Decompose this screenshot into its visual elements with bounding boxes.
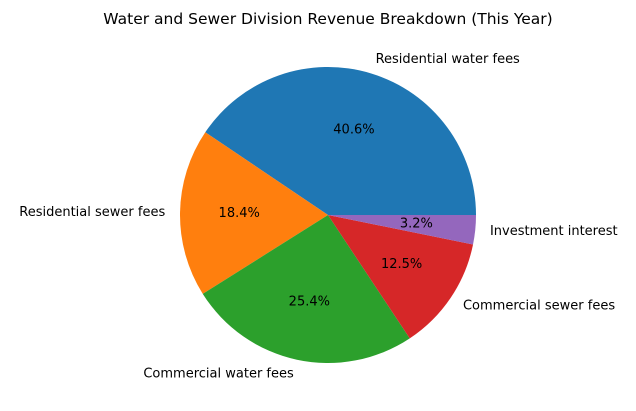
- slice-percent-commercial-sewer-fees: 12.5%: [381, 257, 422, 272]
- pie-slice-residential-water-fees: [205, 66, 477, 215]
- slice-percent-commercial-water-fees: 25.4%: [289, 294, 330, 309]
- pie-slice-commercial-sewer-fees: [328, 215, 474, 339]
- slice-label-investment-interest: Investment interest: [490, 224, 618, 239]
- slices-layer: [179, 66, 477, 363]
- slice-percent-residential-water-fees: 40.6%: [333, 123, 374, 138]
- slice-percent-residential-sewer-fees: 18.4%: [219, 206, 260, 221]
- slice-label-commercial-sewer-fees: Commercial sewer fees: [463, 299, 615, 314]
- slice-label-residential-water-fees: Residential water fees: [376, 52, 520, 67]
- slice-label-residential-sewer-fees: Residential sewer fees: [19, 205, 165, 220]
- slice-label-commercial-water-fees: Commercial water fees: [143, 367, 294, 382]
- chart-title: Water and Sewer Division Revenue Breakdo…: [103, 10, 552, 28]
- pie-slice-investment-interest: [328, 215, 476, 245]
- pie-slice-commercial-water-fees: [202, 215, 410, 363]
- labels-layer: Residential water fees 40.6% Residential s…: [19, 52, 617, 382]
- slice-percent-investment-interest: 3.2%: [400, 216, 433, 231]
- pie-slice-residential-sewer-fees: [179, 132, 328, 294]
